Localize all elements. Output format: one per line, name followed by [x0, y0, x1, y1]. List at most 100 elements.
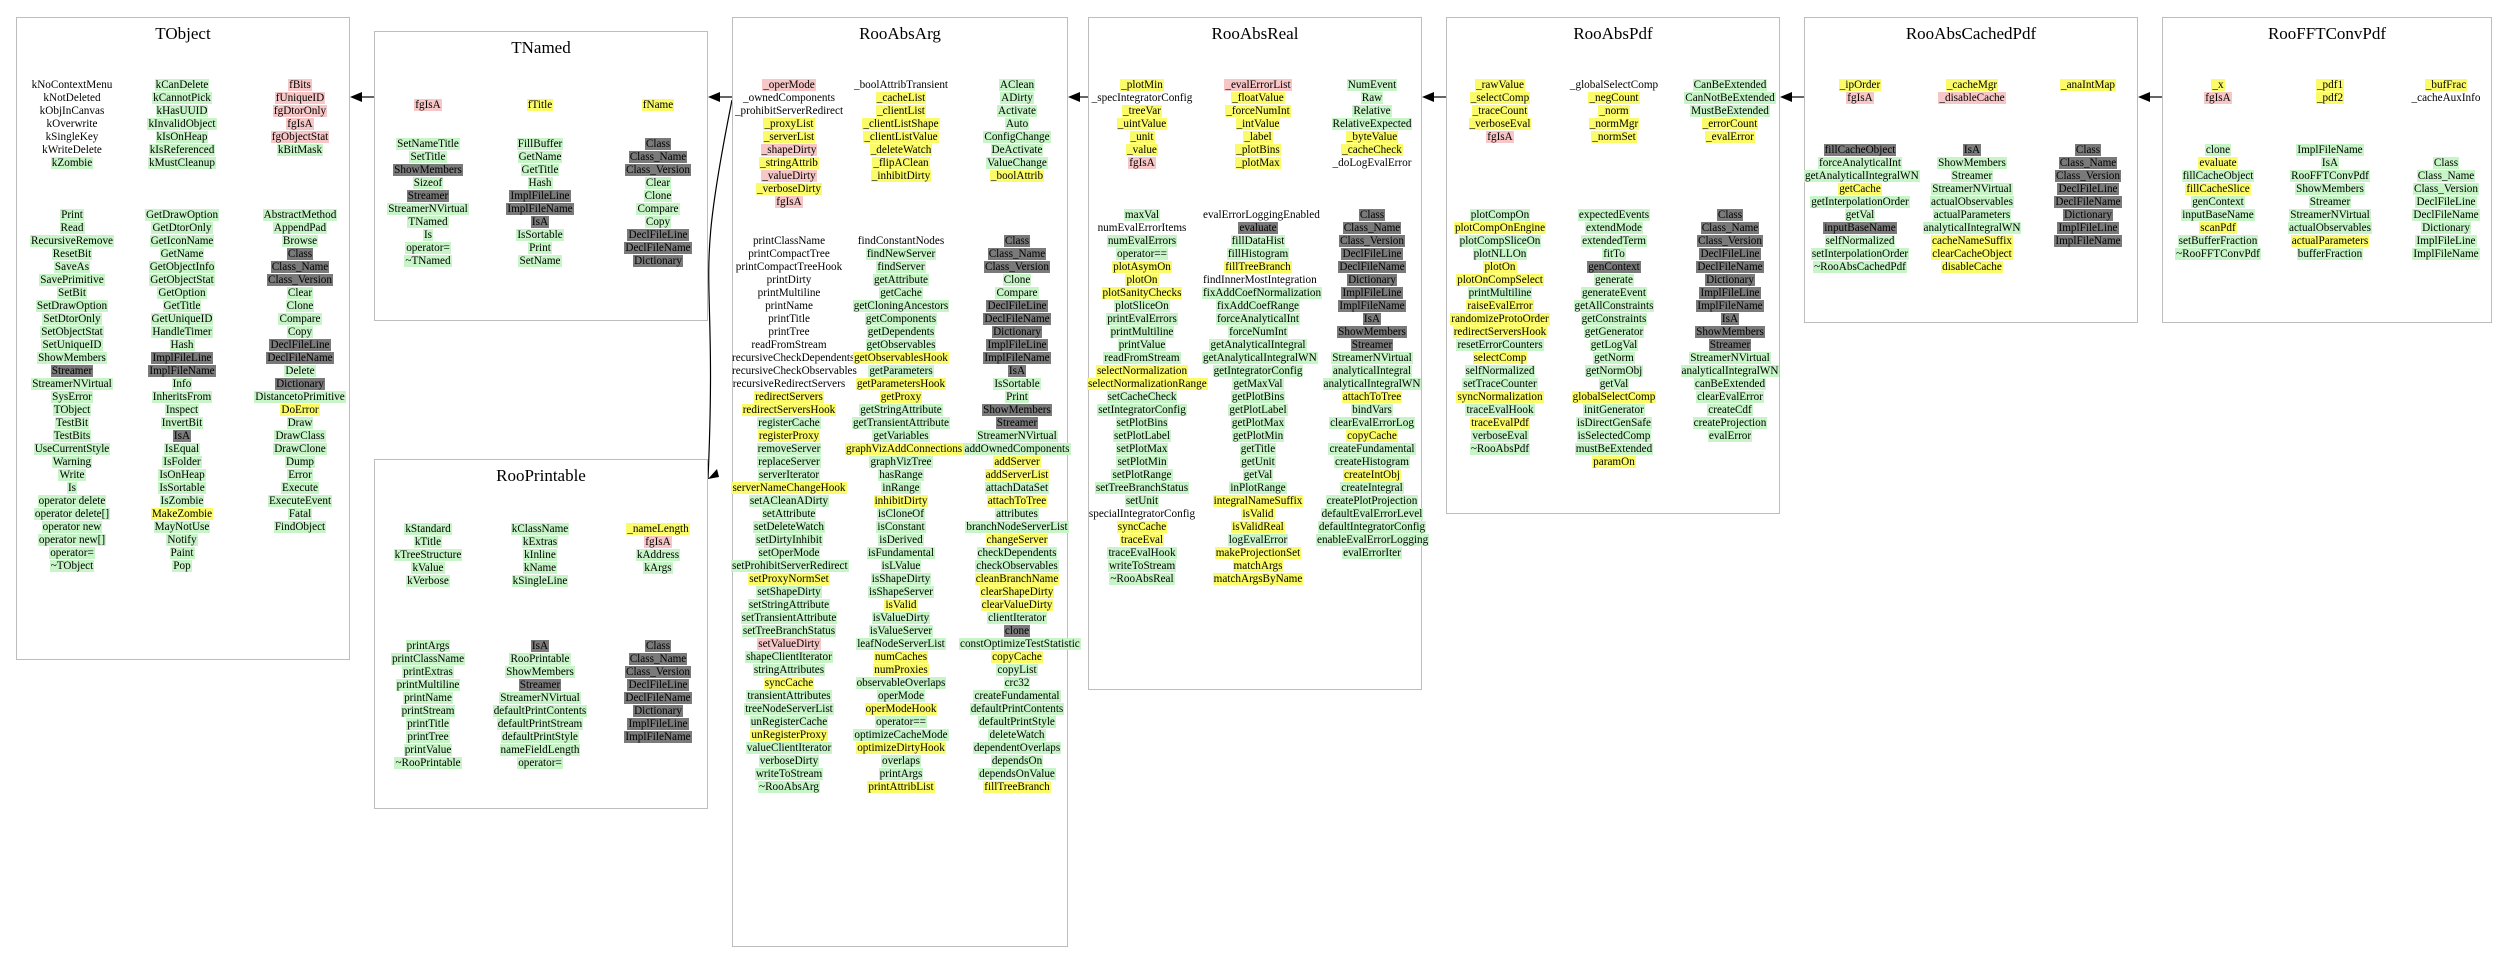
- member-item[interactable]: removeServer: [731, 443, 847, 456]
- member-item[interactable]: genContext: [2166, 196, 2270, 209]
- member-item[interactable]: kIsOnHeap: [132, 131, 232, 144]
- member-item[interactable]: DeclFileLine: [2036, 183, 2140, 196]
- member-item[interactable]: Class_Version: [2394, 183, 2498, 196]
- member-item[interactable]: Class_Name: [959, 248, 1075, 261]
- member-item[interactable]: _errorCount: [1678, 118, 1782, 131]
- member-item[interactable]: Streamer: [22, 365, 122, 378]
- member-item[interactable]: Is: [378, 229, 478, 242]
- member-item[interactable]: IsOnHeap: [132, 469, 232, 482]
- member-item[interactable]: ImplFileName: [490, 203, 590, 216]
- member-item[interactable]: attributes: [959, 508, 1075, 521]
- member-item[interactable]: Hash: [490, 177, 590, 190]
- member-item[interactable]: Sizeof: [378, 177, 478, 190]
- member-item[interactable]: Class_Name: [1316, 222, 1428, 235]
- member-item[interactable]: _specIntegratorConfig: [1087, 92, 1197, 105]
- member-item[interactable]: kInline: [485, 549, 595, 562]
- member-item[interactable]: writeToStream: [731, 768, 847, 781]
- member-item[interactable]: FillBuffer: [490, 138, 590, 151]
- member-item[interactable]: RecursiveRemove: [22, 235, 122, 248]
- member-item[interactable]: DeclFileName: [959, 313, 1075, 326]
- member-item[interactable]: _cacheMgr: [1916, 79, 2028, 92]
- member-item[interactable]: Clone: [959, 274, 1075, 287]
- member-item[interactable]: isSelectedComp: [1562, 430, 1666, 443]
- member-item[interactable]: ~RooAbsPdf: [1448, 443, 1552, 456]
- member-item[interactable]: fixAddCoefRange: [1202, 300, 1314, 313]
- member-item[interactable]: redirectServers: [731, 391, 847, 404]
- member-item[interactable]: getObservables: [845, 339, 957, 352]
- member-item[interactable]: operator=: [378, 242, 478, 255]
- member-item[interactable]: kName: [485, 562, 595, 575]
- member-item[interactable]: clearShapeDirty: [959, 586, 1075, 599]
- member-item[interactable]: ShowMembers: [1678, 326, 1782, 339]
- member-item[interactable]: inputBaseName: [2166, 209, 2270, 222]
- member-item[interactable]: analyticalIntegralWN: [1678, 365, 1782, 378]
- member-item[interactable]: defaultPrintStyle: [485, 731, 595, 744]
- member-item[interactable]: SetDtorOnly: [22, 313, 122, 326]
- member-item[interactable]: attachDataSet: [959, 482, 1075, 495]
- member-item[interactable]: resetErrorCounters: [1448, 339, 1552, 352]
- member-item[interactable]: InheritsFrom: [132, 391, 232, 404]
- member-item[interactable]: _clientListValue: [845, 131, 957, 144]
- member-item[interactable]: clearEvalError: [1678, 391, 1782, 404]
- member-item[interactable]: Compare: [959, 287, 1075, 300]
- member-item[interactable]: printValue: [1087, 339, 1197, 352]
- member-item[interactable]: SetBit: [22, 287, 122, 300]
- member-item[interactable]: setPlotMin: [1087, 456, 1197, 469]
- member-item[interactable]: ShowMembers: [1916, 157, 2028, 170]
- member-item[interactable]: Class_Name: [608, 151, 708, 164]
- member-item[interactable]: SetObjectStat: [22, 326, 122, 339]
- member-item[interactable]: kValue: [373, 562, 483, 575]
- member-item[interactable]: addServer: [959, 456, 1075, 469]
- member-item[interactable]: graphVizTree: [845, 456, 957, 469]
- member-item[interactable]: printCompactTreeHook: [731, 261, 847, 274]
- member-item[interactable]: IsEqual: [132, 443, 232, 456]
- member-item[interactable]: Dump: [250, 456, 350, 469]
- member-item[interactable]: Class: [608, 138, 708, 151]
- member-item[interactable]: fillTreeBranch: [959, 781, 1075, 794]
- member-item[interactable]: inputBaseName: [1804, 222, 1916, 235]
- member-item[interactable]: Raw: [1316, 92, 1428, 105]
- member-item[interactable]: Clear: [608, 177, 708, 190]
- member-item[interactable]: plotOnCompSelect: [1448, 274, 1552, 287]
- member-item[interactable]: specialIntegratorConfig: [1087, 508, 1197, 521]
- member-item[interactable]: _uintValue: [1087, 118, 1197, 131]
- member-item[interactable]: getUnit: [1202, 456, 1314, 469]
- member-item[interactable]: fillCacheObject: [1804, 144, 1916, 157]
- member-item[interactable]: printAttribList: [845, 781, 957, 794]
- member-item[interactable]: registerCache: [731, 417, 847, 430]
- member-item[interactable]: makeProjectionSet: [1202, 547, 1314, 560]
- member-item[interactable]: _negCount: [1562, 92, 1666, 105]
- member-item[interactable]: Class: [608, 640, 708, 653]
- member-item[interactable]: printTitle: [731, 313, 847, 326]
- member-item[interactable]: _globalSelectComp: [1562, 79, 1666, 92]
- member-item[interactable]: observableOverlaps: [845, 677, 957, 690]
- member-item[interactable]: IsA: [1316, 313, 1428, 326]
- member-item[interactable]: defaultPrintContents: [959, 703, 1075, 716]
- member-item[interactable]: paramOn: [1562, 456, 1666, 469]
- member-item[interactable]: kCannotPick: [132, 92, 232, 105]
- member-item[interactable]: AppendPad: [250, 222, 350, 235]
- member-item[interactable]: fixAddCoefNormalization: [1202, 287, 1323, 300]
- member-item[interactable]: Streamer: [378, 190, 478, 203]
- member-item[interactable]: _clientListShape: [845, 118, 957, 131]
- member-item[interactable]: _plotMax: [1202, 157, 1314, 170]
- member-item[interactable]: ShowMembers: [1316, 326, 1428, 339]
- member-item[interactable]: ShowMembers: [2278, 183, 2382, 196]
- member-item[interactable]: ~RooFFTConvPdf: [2166, 248, 2270, 261]
- member-item[interactable]: _ipOrder: [1804, 79, 1916, 92]
- member-item[interactable]: getAnalyticalIntegralWN: [1804, 170, 1920, 183]
- member-item[interactable]: fillHistogram: [1202, 248, 1314, 261]
- member-item[interactable]: branchNodeServerList: [959, 521, 1075, 534]
- member-item[interactable]: operator delete[]: [22, 508, 122, 521]
- member-item[interactable]: ImplFileLine: [2394, 235, 2498, 248]
- member-item[interactable]: _stringAttrib: [731, 157, 847, 170]
- member-item[interactable]: DeclFileName: [608, 242, 708, 255]
- member-item[interactable]: _boolAttrib: [959, 170, 1075, 183]
- member-item[interactable]: DeActivate: [959, 144, 1075, 157]
- member-item[interactable]: deleteWatch: [959, 729, 1075, 742]
- member-item[interactable]: Print: [959, 391, 1075, 404]
- member-item[interactable]: fgIsA: [1448, 131, 1552, 144]
- member-item[interactable]: readFromStream: [731, 339, 847, 352]
- member-item[interactable]: MayNotUse: [132, 521, 232, 534]
- member-item[interactable]: StreamerNVirtual: [959, 430, 1075, 443]
